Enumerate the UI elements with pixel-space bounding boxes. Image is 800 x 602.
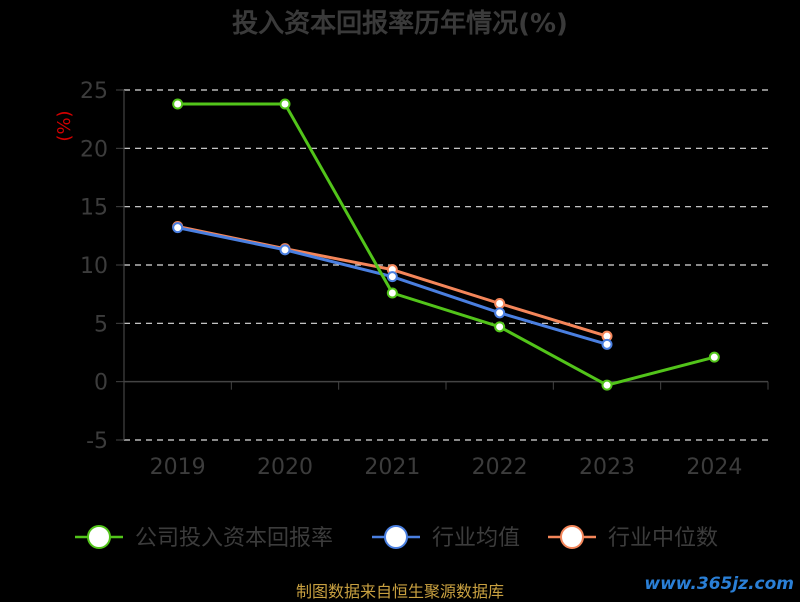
legend: 公司投入资本回报率 行业均值 行业中位数 [75, 525, 718, 551]
x-tick-label: 2023 [579, 455, 635, 480]
x-tick-label: 2020 [257, 455, 313, 480]
legend-label: 行业中位数 [608, 526, 718, 551]
data-point [494, 307, 506, 319]
watermark: www.365jz.com [644, 574, 794, 594]
data-point [601, 338, 613, 350]
y-tick-label: 10 [80, 254, 108, 279]
x-tick-label: 2024 [686, 455, 742, 480]
data-point [494, 321, 506, 333]
data-point [386, 271, 398, 283]
y-tick-label: 20 [80, 137, 108, 162]
grid-layer [124, 89, 768, 441]
legend-swatch-marker [560, 525, 584, 549]
axis-layer: 25 20 15 10 5 0 -5 2019 2020 2021 2022 2023 2024 [80, 79, 769, 480]
chart-title: 投入资本回报率历年情况(%) [232, 8, 568, 39]
x-tick-label: 2021 [364, 455, 420, 480]
legend-swatch-marker [87, 525, 111, 549]
series-layer [172, 98, 720, 391]
data-point [494, 298, 506, 309]
source-footer: 制图数据来自恒生聚源数据库 [295, 582, 504, 601]
x-tick-label: 2019 [150, 455, 206, 480]
legend-swatch-marker [384, 525, 408, 549]
y-tick-label: 15 [80, 196, 108, 221]
data-point [601, 379, 613, 391]
data-point [386, 287, 398, 299]
data-point [279, 244, 291, 256]
series-line [177, 226, 608, 346]
y-tick-label: 0 [94, 371, 108, 396]
x-tick-label: 2022 [472, 455, 528, 480]
data-point [279, 98, 291, 110]
y-tick-label: -5 [86, 429, 108, 454]
data-point [172, 222, 184, 234]
data-point [708, 351, 720, 363]
y-tick-label: 25 [80, 79, 108, 104]
series-line [177, 102, 715, 387]
y-axis-label: (%) [54, 110, 75, 141]
legend-label: 公司投入资本回报率 [135, 526, 333, 551]
data-point [172, 98, 184, 110]
legend-label: 行业均值 [432, 526, 520, 551]
y-tick-label: 5 [94, 312, 108, 337]
